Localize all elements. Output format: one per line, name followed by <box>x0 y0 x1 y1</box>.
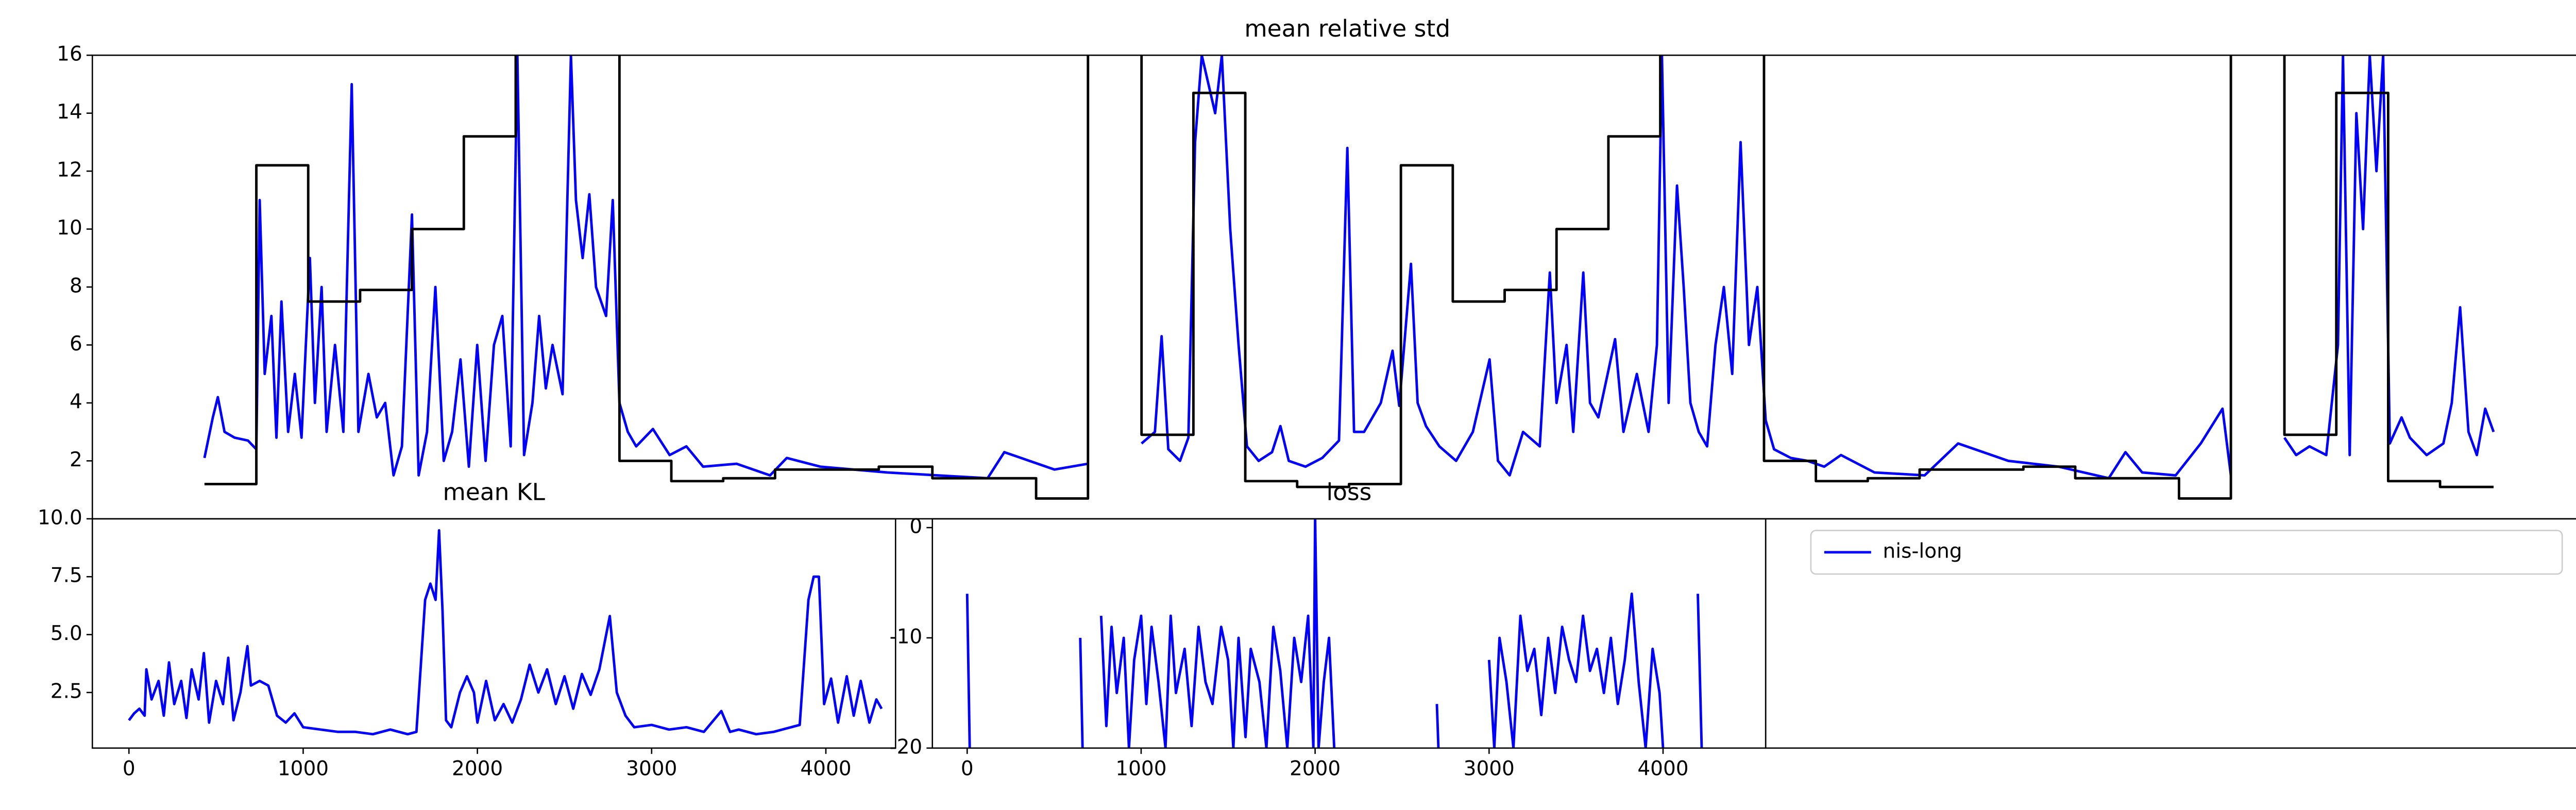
y-tick-label: -20 <box>890 735 923 758</box>
plot-area <box>965 518 1703 748</box>
x-tick-label: 3000 <box>1464 757 1515 781</box>
axes-frame <box>91 518 896 749</box>
y-tick-label: 2.5 <box>50 680 82 703</box>
x-tick-label: 2000 <box>1290 757 1341 781</box>
y-tick-label: 7.5 <box>50 564 82 587</box>
axes-title: loss <box>1327 479 1372 506</box>
x-tick-label: 4000 <box>800 757 851 781</box>
y-tick-label: 10 <box>57 216 82 240</box>
y-tick-label: 4 <box>70 390 82 413</box>
x-tick-label: 3000 <box>626 757 677 781</box>
y-tick-label: 8 <box>70 275 82 298</box>
y-tick-label: 0 <box>909 515 922 538</box>
legend-box <box>1810 530 2563 575</box>
x-tick-label: 1000 <box>1115 757 1166 781</box>
legend: nis-long <box>1810 530 2563 575</box>
data-line <box>965 518 1703 748</box>
y-tick-label: 2 <box>70 448 82 471</box>
plot-area <box>203 55 2495 500</box>
y-tick-label: -10 <box>890 625 923 648</box>
y-tick-label: 12 <box>57 159 82 182</box>
y-tick-label: 5.0 <box>50 622 82 645</box>
y-tick-label: 10.0 <box>38 506 82 529</box>
y-tick-label: 6 <box>70 332 82 356</box>
legend-label: nis-long <box>1883 539 1962 563</box>
x-tick-label: 2000 <box>452 757 503 781</box>
data-line <box>204 55 2494 500</box>
data-line <box>128 529 883 736</box>
x-tick-label: 0 <box>123 757 135 781</box>
x-tick-label: 1000 <box>278 757 329 781</box>
axes-title: mean relative std <box>1244 15 1450 42</box>
y-tick-label: 14 <box>57 100 82 124</box>
axes-frame <box>931 518 1767 749</box>
x-tick-label: 0 <box>961 757 974 781</box>
x-tick-label: 4000 <box>1637 757 1688 781</box>
plot-area <box>128 529 883 736</box>
y-tick-label: 16 <box>57 43 82 66</box>
data-line <box>203 55 2495 480</box>
axes-title: mean KL <box>443 479 545 506</box>
